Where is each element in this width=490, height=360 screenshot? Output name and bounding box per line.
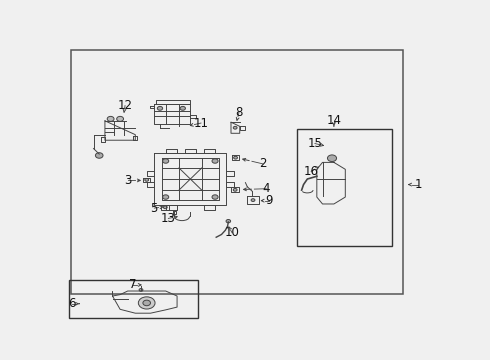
Circle shape: [233, 126, 237, 129]
Text: 10: 10: [225, 226, 240, 239]
Text: 4: 4: [263, 182, 270, 195]
Circle shape: [180, 107, 185, 110]
Circle shape: [163, 159, 169, 163]
Text: 15: 15: [308, 137, 322, 150]
Text: 1: 1: [415, 178, 422, 191]
Text: 2: 2: [259, 157, 266, 170]
Circle shape: [143, 300, 150, 306]
Text: 3: 3: [124, 174, 131, 187]
Text: 16: 16: [304, 165, 318, 178]
Circle shape: [212, 159, 218, 163]
Bar: [69, 280, 198, 318]
Text: 5: 5: [150, 202, 158, 215]
Text: 11: 11: [194, 117, 209, 130]
Text: 13: 13: [161, 212, 176, 225]
Circle shape: [251, 199, 255, 202]
Circle shape: [145, 179, 148, 181]
Circle shape: [212, 195, 218, 199]
Text: 6: 6: [68, 297, 75, 310]
Text: 12: 12: [118, 99, 133, 112]
Circle shape: [226, 220, 231, 223]
Circle shape: [96, 153, 103, 158]
Text: 8: 8: [235, 106, 243, 119]
Circle shape: [139, 288, 143, 291]
Bar: [297, 129, 392, 246]
Circle shape: [233, 188, 237, 191]
Circle shape: [117, 116, 123, 121]
Circle shape: [107, 116, 114, 121]
Text: 9: 9: [266, 194, 273, 207]
Circle shape: [163, 206, 167, 209]
Circle shape: [327, 155, 337, 162]
Text: 7: 7: [129, 278, 136, 291]
Circle shape: [163, 195, 169, 199]
Bar: [71, 50, 403, 294]
Circle shape: [157, 107, 163, 110]
Text: 14: 14: [326, 114, 342, 127]
Circle shape: [138, 297, 155, 309]
Circle shape: [234, 156, 238, 159]
